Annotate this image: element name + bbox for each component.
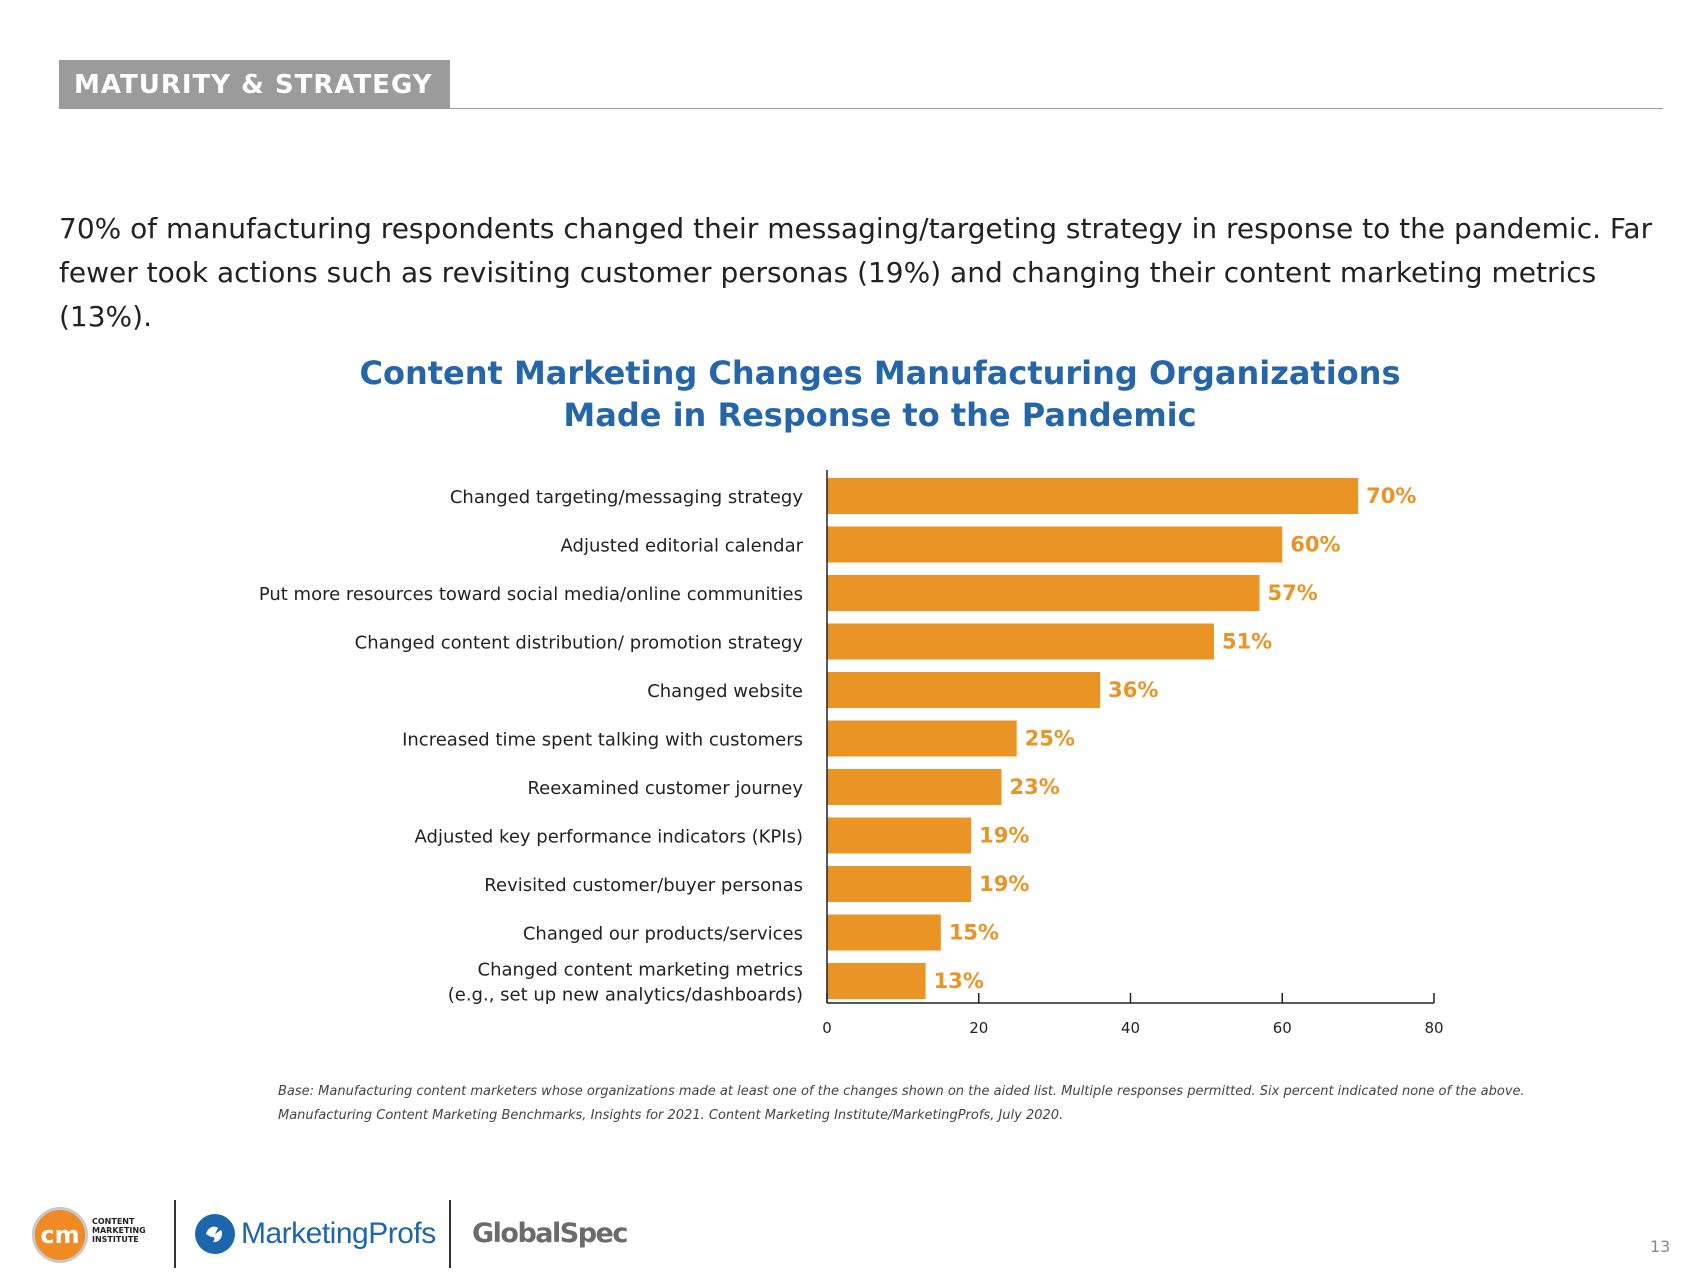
- category-label: Reexamined customer journey: [527, 778, 803, 799]
- globalspec-logo: GlobalSpec: [472, 1218, 628, 1249]
- cmi-logo-mark: cm: [32, 1207, 88, 1263]
- category-label: Changed our products/services: [523, 924, 803, 945]
- category-label: (e.g., set up new analytics/dashboards): [448, 985, 803, 1006]
- footnote: Base: Manufacturing content marketers wh…: [278, 1080, 1628, 1128]
- chart-title-line-2: Made in Response to the Pandemic: [563, 396, 1197, 434]
- category-label: Adjusted key performance indicators (KPI…: [415, 827, 803, 848]
- category-label: Changed website: [647, 681, 803, 702]
- category-label: Put more resources toward social media/o…: [259, 584, 803, 605]
- data-label: 36%: [1108, 678, 1158, 702]
- marketingprofs-logo: MarketingProfs: [195, 1214, 436, 1254]
- intro-line-2: fewer took actions such as revisiting cu…: [59, 256, 1597, 333]
- bar: [827, 478, 1359, 514]
- marketingprofs-icon: [195, 1214, 235, 1254]
- intro-line-1: 70% of manufacturing respondents changed…: [59, 212, 1653, 245]
- bar: [827, 963, 926, 999]
- data-label: 60%: [1290, 533, 1340, 557]
- x-tick-label: 0: [822, 1019, 832, 1037]
- section-divider: [450, 108, 1663, 109]
- marketingprofs-logo-text: MarketingProfs: [241, 1217, 436, 1250]
- data-label: 25%: [1025, 727, 1075, 751]
- bar: [827, 769, 1002, 805]
- bar-chart: 70% Changed targeting/messaging strategy 6…: [259, 470, 1444, 1037]
- x-tick-label: 60: [1273, 1019, 1292, 1037]
- data-label: 57%: [1267, 581, 1317, 605]
- bar: [827, 817, 972, 854]
- bar: [827, 866, 972, 902]
- chart-title-line-1: Content Marketing Changes Manufacturing …: [359, 354, 1401, 392]
- chart-title: Content Marketing Changes Manufacturing …: [300, 352, 1460, 436]
- x-tick-label: 20: [969, 1019, 988, 1037]
- bar: [827, 526, 1283, 563]
- bar: [827, 575, 1260, 611]
- x-tick-label: 40: [1121, 1019, 1140, 1037]
- data-label: 23%: [1010, 775, 1060, 799]
- cmi-logo: cm CONTENT MARKETING INSTITUTE: [32, 1205, 162, 1265]
- category-label: Revisited customer/buyer personas: [484, 875, 803, 896]
- category-label: Changed content marketing metrics: [478, 960, 803, 981]
- x-tick-label: 80: [1424, 1019, 1443, 1037]
- section-tag: MATURITY & STRATEGY: [59, 60, 450, 109]
- data-label: 13%: [934, 969, 984, 993]
- page-number: 13: [1650, 1237, 1671, 1256]
- data-label: 19%: [979, 824, 1029, 848]
- footnote-base: Base: Manufacturing content marketers wh…: [278, 1084, 1525, 1099]
- category-label: Adjusted editorial calendar: [561, 536, 804, 557]
- category-label: Changed content distribution/ promotion …: [355, 633, 804, 654]
- bar: [827, 672, 1101, 708]
- bar: [827, 914, 941, 951]
- category-label: Changed targeting/messaging strategy: [450, 487, 803, 508]
- cmi-logo-text: CONTENT MARKETING INSTITUTE: [92, 1217, 162, 1244]
- data-label: 51%: [1222, 630, 1272, 654]
- data-label: 15%: [949, 921, 999, 945]
- cmi-logo-word-2: MARKETING: [92, 1226, 146, 1235]
- bar: [827, 623, 1214, 660]
- data-label: 19%: [979, 872, 1029, 896]
- logo-divider: [174, 1200, 176, 1268]
- data-label: 70%: [1366, 484, 1416, 508]
- cmi-logo-word-1: CONTENT: [92, 1217, 135, 1226]
- bar: [827, 720, 1017, 757]
- footnote-source: Manufacturing Content Marketing Benchmar…: [278, 1108, 1064, 1123]
- category-label: Increased time spent talking with custom…: [402, 730, 803, 751]
- logo-divider: [449, 1200, 451, 1268]
- cmi-logo-word-3: INSTITUTE: [92, 1235, 139, 1244]
- intro-text: 70% of manufacturing respondents changed…: [59, 207, 1659, 339]
- footer: cm CONTENT MARKETING INSTITUTE Marketing…: [0, 1190, 1707, 1280]
